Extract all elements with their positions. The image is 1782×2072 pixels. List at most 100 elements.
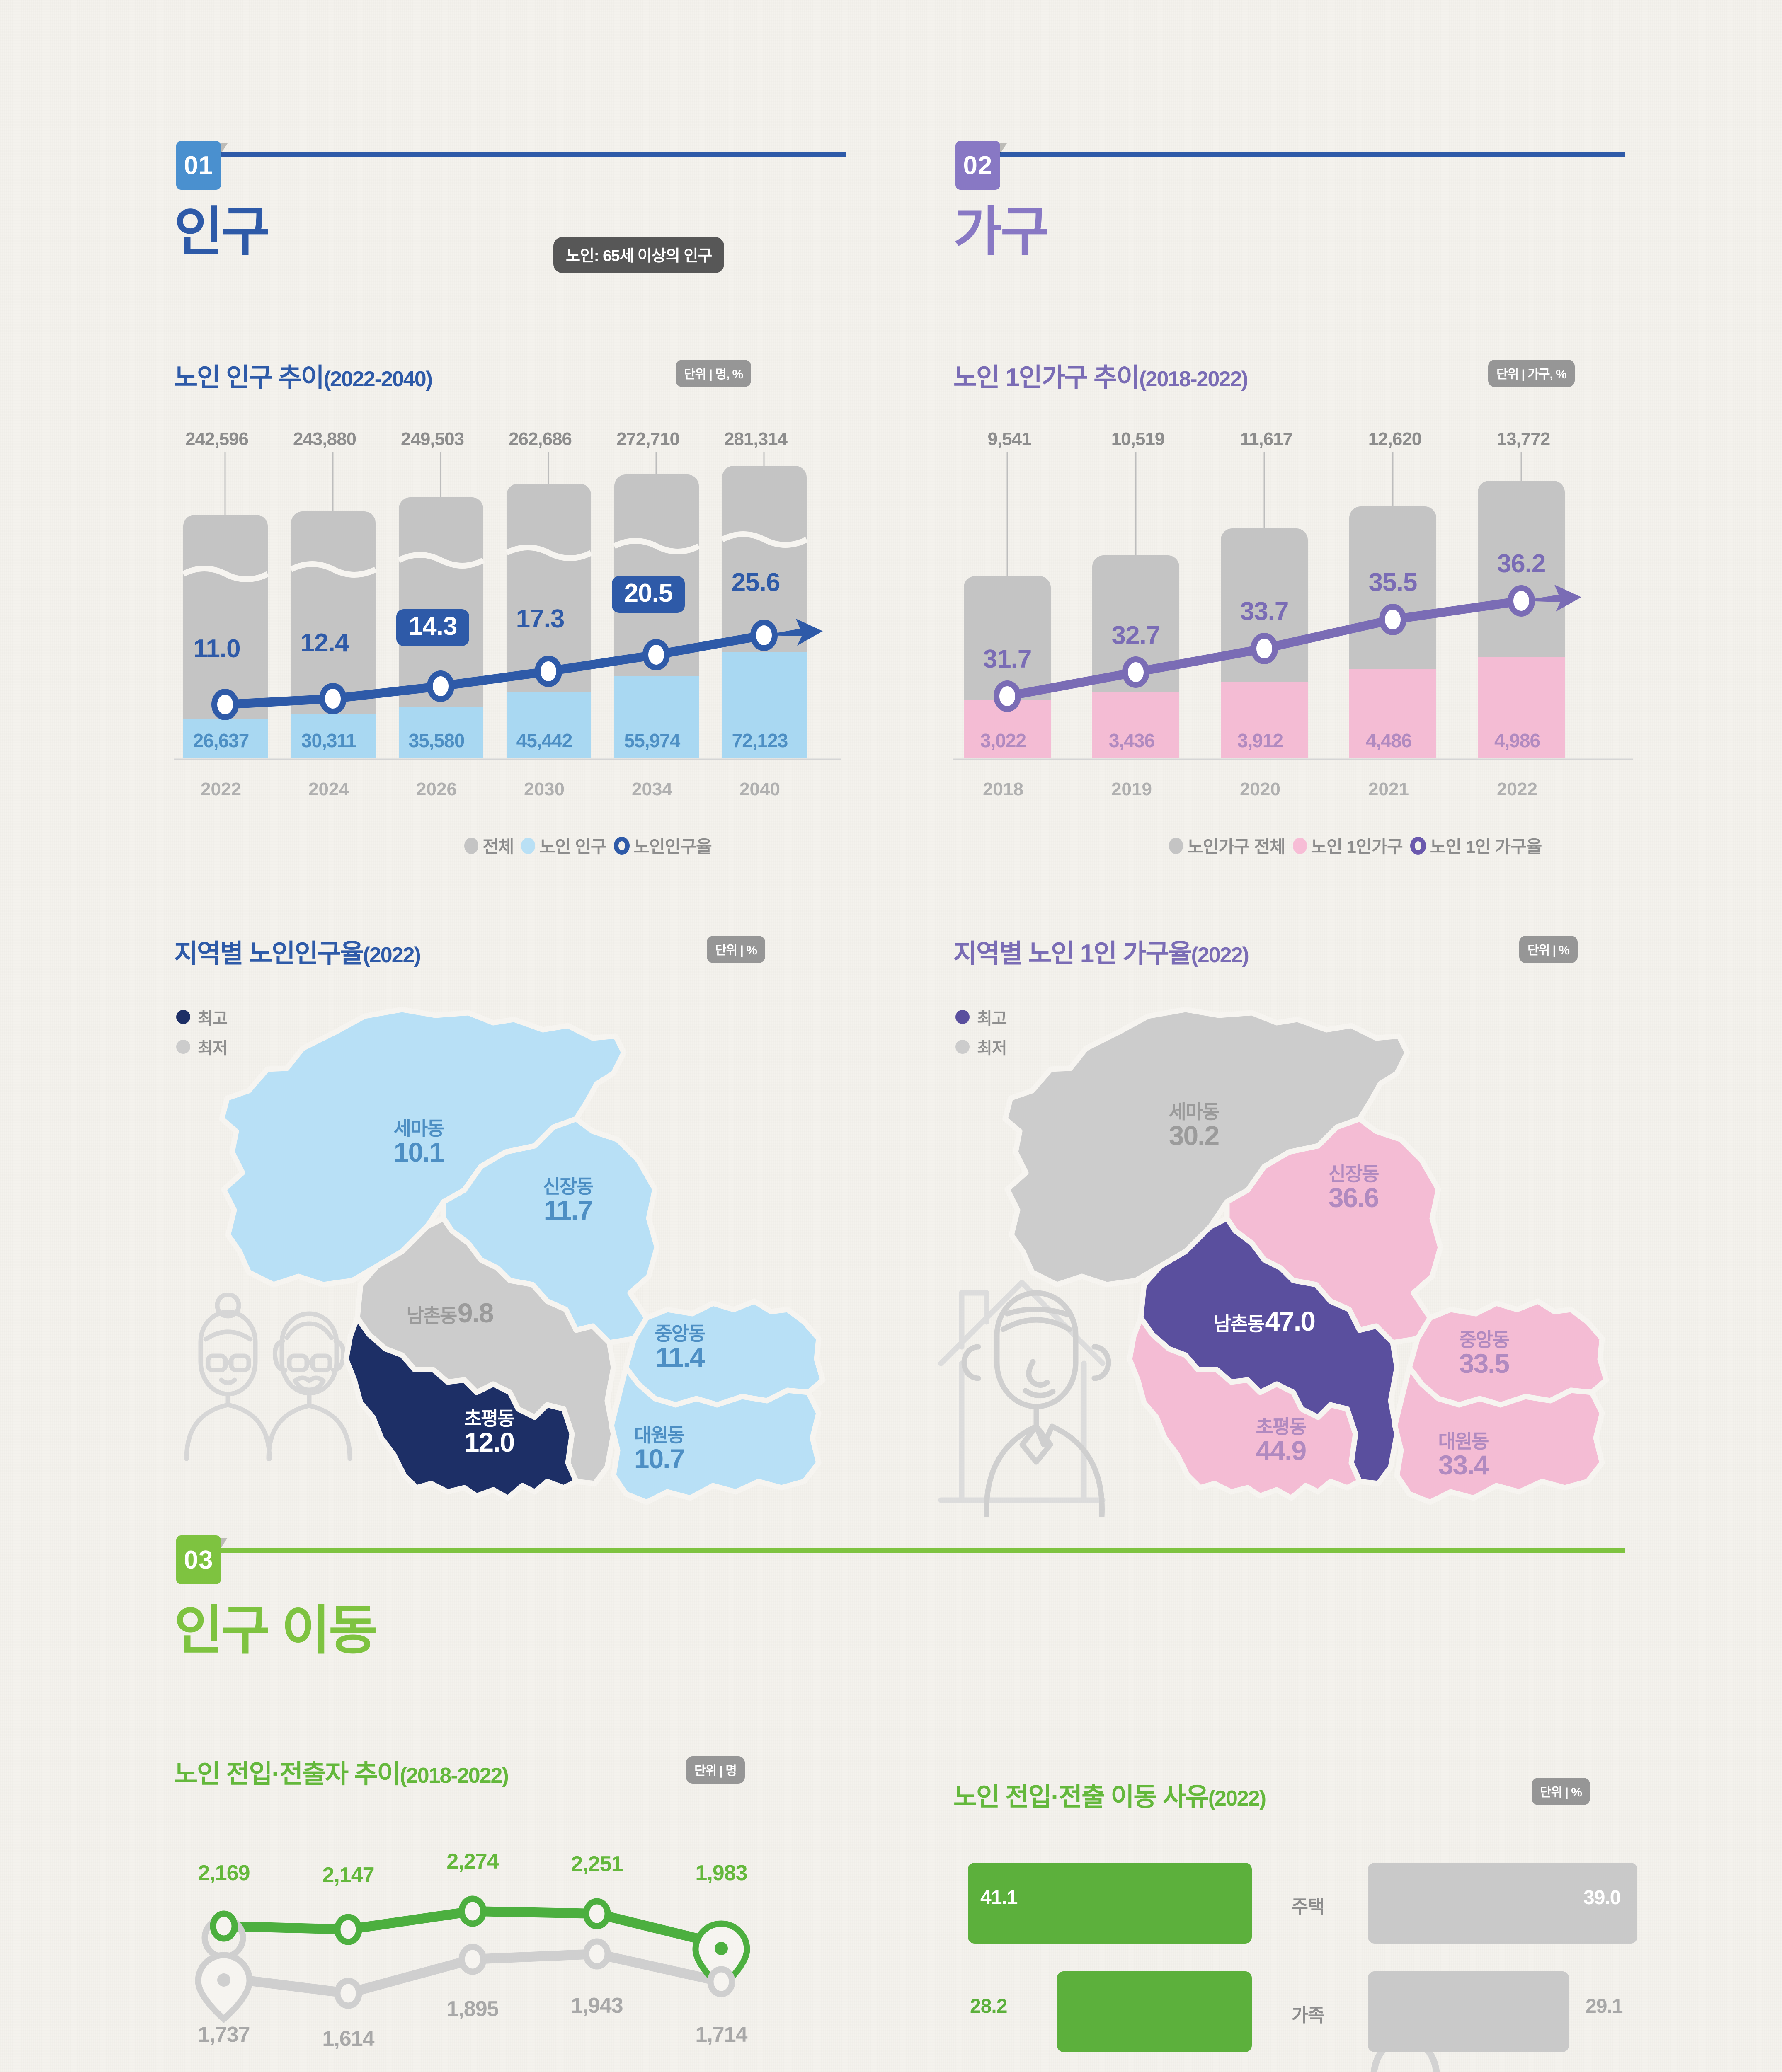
migration-in-label: 2,169 <box>198 1861 250 1885</box>
migration-in-label: 2,251 <box>571 1852 623 1876</box>
legend-item-household-total: 노인가구 전체 <box>1169 833 1286 858</box>
legend-label: 전체 <box>482 837 514 857</box>
pop-rate-label: 17.3 <box>516 605 565 633</box>
legend-swatch-gray-icon <box>1169 837 1183 854</box>
map-legend-low-label: 최저 <box>977 1039 1007 1058</box>
pop-rate-label: 25.6 <box>731 568 781 597</box>
hh-year-label: 2022 <box>1497 779 1537 799</box>
region-household-map <box>1002 1007 1609 1505</box>
migration-in-label: 1,983 <box>695 1861 747 1885</box>
hh-rate-label: 36.2 <box>1497 549 1546 578</box>
section-01-title: 인구 <box>174 202 270 261</box>
pop-elderly-label: 55,974 <box>624 730 681 751</box>
legend-swatch-low-icon <box>176 1040 190 1054</box>
legend-swatch-high-icon <box>176 1010 190 1024</box>
household-trend-chart <box>953 452 1633 760</box>
legend-swatch-high-icon <box>955 1010 970 1024</box>
section-02-title: 가구 <box>953 202 1050 261</box>
section-01-rule <box>195 152 846 157</box>
map-legend-low: 최저 <box>955 1035 1007 1059</box>
reason-category-label: 가족 <box>1291 2005 1325 2026</box>
reason-bar-in <box>968 1863 1252 1944</box>
migration-reason-title-text: 노인 전입·전출 이동 사유 <box>953 1783 1209 1811</box>
migration-out-label: 1,895 <box>446 1997 499 2021</box>
hh-year-label: 2021 <box>1368 779 1409 799</box>
reason-value-in: 41.1 <box>980 1887 1018 1909</box>
pop-elderly-label: 26,637 <box>193 730 250 751</box>
hh-total-label: 13,772 <box>1496 429 1551 449</box>
region-household-title: 지역별 노인 1인 가구율(2022) <box>953 932 1249 970</box>
legend-label: 노인인구율 <box>633 837 712 857</box>
region-household-map-legend: 최고 최저 <box>955 1005 1007 1065</box>
hh-rate-label: 31.7 <box>983 645 1032 673</box>
legend-item-single-rate: 노인 1인 가구율 <box>1410 833 1542 858</box>
map-legend-high-label: 최고 <box>198 1009 228 1028</box>
migration-out-label: 1,714 <box>695 2023 747 2047</box>
section-02-number: 02 <box>963 151 993 180</box>
hh-total-label: 9,541 <box>987 429 1031 449</box>
household-trend-title-text: 노인 1인가구 추이 <box>953 363 1140 392</box>
map-legend-high: 최고 <box>176 1005 228 1029</box>
hh-single-label: 3,022 <box>980 730 1026 751</box>
region-pop-unit: 단위 | % <box>707 936 765 963</box>
hh-rate-label: 35.5 <box>1368 568 1418 597</box>
reason-category-label: 주택 <box>1291 1897 1325 1917</box>
pop-total-label: 281,314 <box>724 429 788 449</box>
legend-swatch-low-icon <box>955 1040 970 1054</box>
household-trend-title: 노인 1인가구 추이(2018-2022) <box>953 356 1249 394</box>
population-trend-title: 노인 인구 추이(2022-2040) <box>174 356 433 394</box>
migration-reason-unit: 단위 | % <box>1532 1778 1590 1805</box>
legend-item-elderly: 노인 인구 <box>521 833 607 858</box>
legend-label: 노인 1인가구 <box>1311 837 1403 857</box>
legend-swatch-pink-icon <box>1292 837 1307 854</box>
household-trend-unit: 단위 | 가구, % <box>1488 360 1575 387</box>
legend-label: 노인가구 전체 <box>1187 837 1286 857</box>
legend-label: 노인 인구 <box>539 837 606 857</box>
migration-trend-period: (2018-2022) <box>400 1764 509 1788</box>
household-trend-period: (2018-2022) <box>1139 367 1248 391</box>
elderly-definition-note: 노인: 65세 이상의 인구 <box>553 237 725 273</box>
section-03-badge: 03 <box>176 1535 228 1584</box>
pop-elderly-label: 45,442 <box>516 730 573 751</box>
pop-total-label: 262,686 <box>508 429 572 449</box>
migration-out-label: 1,614 <box>322 2027 374 2051</box>
pop-year-label: 2024 <box>308 779 349 799</box>
hh-single-label: 4,986 <box>1494 730 1540 751</box>
region-pop-period: (2022) <box>363 943 421 967</box>
map-legend-low: 최저 <box>176 1035 228 1059</box>
pop-year-label: 2026 <box>416 779 457 799</box>
section-03-number: 03 <box>184 1545 213 1574</box>
migration-reason-period: (2022) <box>1208 1786 1266 1811</box>
hh-total-label: 10,519 <box>1111 429 1165 449</box>
region-pop-map-legend: 최고 최저 <box>176 1005 228 1065</box>
legend-item-rate: 노인인구율 <box>613 833 712 858</box>
reason-bar-out <box>1368 1971 1569 2052</box>
region-pop-map <box>219 1007 826 1505</box>
hh-total-label: 12,620 <box>1368 429 1422 449</box>
hh-year-label: 2019 <box>1111 779 1152 799</box>
map-legend-low-label: 최저 <box>198 1039 228 1058</box>
population-trend-title-text: 노인 인구 추이 <box>174 363 325 392</box>
section-02-rule <box>974 152 1625 157</box>
pop-total-label: 243,880 <box>293 429 356 449</box>
migration-trend-title-text: 노인 전입·전출자 추이 <box>174 1760 400 1789</box>
map-legend-high-label: 최고 <box>977 1009 1007 1028</box>
migration-out-label: 1,737 <box>198 2023 250 2047</box>
pop-elderly-label: 72,123 <box>732 730 788 751</box>
migration-in-label: 2,147 <box>322 1863 374 1887</box>
map-region-sema <box>219 1007 627 1288</box>
population-trend-period: (2022-2040) <box>323 367 433 391</box>
hh-single-label: 4,486 <box>1365 730 1412 751</box>
hh-year-label: 2018 <box>983 779 1023 799</box>
hh-single-label: 3,436 <box>1108 730 1155 751</box>
region-household-unit: 단위 | % <box>1519 936 1578 963</box>
pop-total-label: 249,503 <box>400 429 464 449</box>
migration-trend-chart <box>195 1895 750 2023</box>
section-03-rule <box>195 1548 1625 1553</box>
section-03-title: 인구 이동 <box>174 1601 378 1660</box>
map-region-chopyeong <box>1127 1315 1363 1501</box>
legend-item-single-household: 노인 1인가구 <box>1292 833 1403 858</box>
pop-total-label: 272,710 <box>616 429 680 449</box>
region-household-title-text: 지역별 노인 1인 가구율 <box>953 939 1192 968</box>
reason-value-out: 39.0 <box>1583 1887 1621 1909</box>
